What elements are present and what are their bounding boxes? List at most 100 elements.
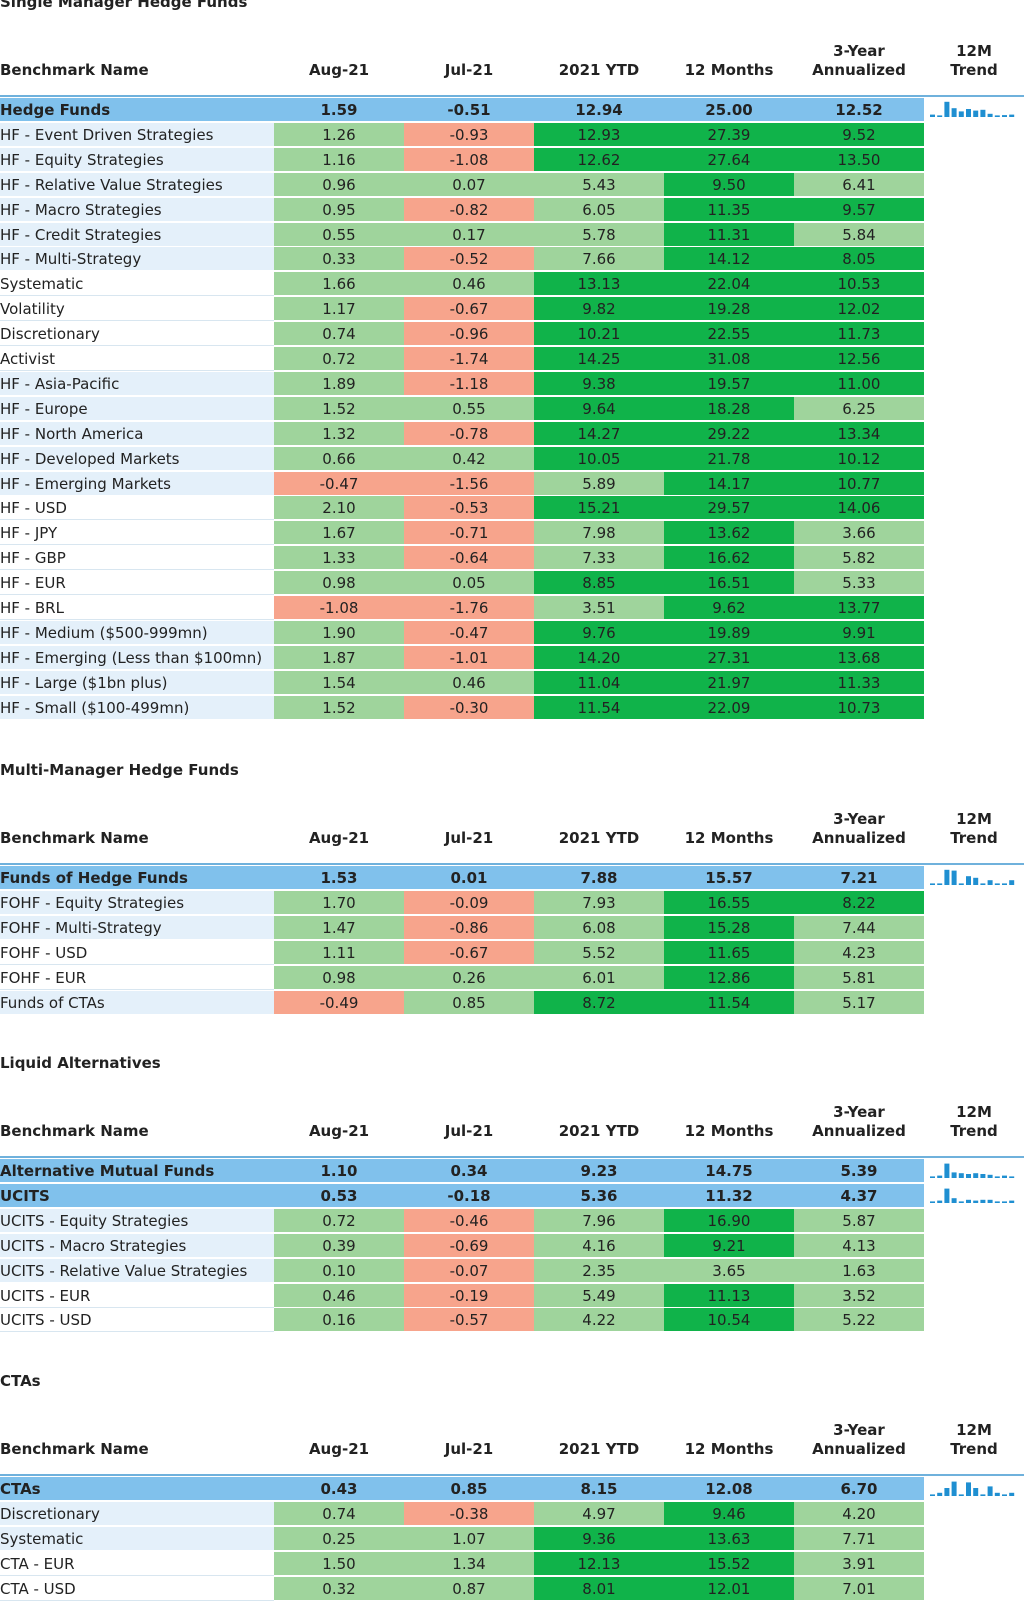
value-cell: 12.08: [664, 1477, 794, 1501]
trend-bar: [930, 1494, 935, 1496]
trend-bar: [937, 1175, 943, 1178]
value-cell: 9.46: [664, 1501, 794, 1526]
value-cell: -1.01: [404, 645, 534, 670]
value-cell: 1.52: [274, 396, 404, 421]
value-cell: -0.71: [404, 521, 534, 546]
benchmark-name: Volatility: [0, 297, 274, 322]
trend-sparkline: [930, 101, 1015, 117]
value-cell: 11.32: [664, 1183, 794, 1208]
trend-cell: [924, 1183, 1024, 1208]
value-cell: 4.22: [534, 1308, 664, 1333]
header-ytd: 2021 YTD: [558, 829, 640, 847]
trend-cell: [924, 1159, 1024, 1183]
header-annualized: Annualized: [812, 1440, 906, 1458]
benchmark-name: HF - USD: [0, 496, 274, 521]
value-cell: 0.25: [274, 1526, 404, 1551]
value-cell: 3.91: [794, 1551, 924, 1576]
trend-bar: [937, 883, 943, 885]
benchmark-name: HF - North America: [0, 421, 274, 446]
value-cell: 21.78: [664, 446, 794, 471]
trend-bar: [987, 880, 993, 885]
header-m12: 12 Months: [684, 61, 774, 79]
value-cell: 7.71: [794, 1526, 924, 1551]
benchmark-name: Systematic: [0, 1526, 274, 1551]
trend-bar: [944, 1488, 950, 1496]
value-cell: -0.57: [404, 1308, 534, 1333]
benchmark-name: FOHF - Equity Strategies: [0, 890, 274, 915]
trend-cell: [924, 1234, 1024, 1258]
header-annualized: Annualized: [812, 1122, 906, 1140]
value-cell: -0.67: [404, 297, 534, 322]
value-cell: 11.73: [794, 322, 924, 347]
benchmark-name: CTAs: [0, 1477, 274, 1501]
value-cell: -1.56: [404, 471, 534, 496]
header-3-year: 3-Year: [833, 1103, 885, 1121]
value-cell: 1.26: [274, 122, 404, 147]
value-cell: 7.88: [534, 866, 664, 890]
header-aug: Aug-21: [308, 1440, 370, 1458]
trend-bar: [944, 1163, 950, 1178]
value-cell: 11.00: [794, 371, 924, 396]
value-cell: 3.66: [794, 521, 924, 546]
trend-cell: [924, 198, 1024, 222]
trend-cell: [924, 247, 1024, 272]
value-cell: -1.18: [404, 371, 534, 396]
table-row: Funds of CTAs -0.49 0.85 8.72 11.54 5.17: [0, 990, 1024, 1015]
value-cell: 0.43: [274, 1477, 404, 1501]
value-cell: 11.31: [664, 222, 794, 247]
value-cell: 5.33: [794, 571, 924, 596]
trend-cell: [924, 671, 1024, 695]
value-cell: -1.08: [404, 147, 534, 172]
header-jul: Jul-21: [444, 829, 494, 847]
table-row: CTAs 0.43 0.85 8.15 12.08 6.70: [0, 1477, 1024, 1501]
value-cell: -0.18: [404, 1183, 534, 1208]
value-cell: 1.89: [274, 371, 404, 396]
trend-bar: [966, 1174, 971, 1178]
trend-bar: [973, 1173, 979, 1178]
trend-bar: [944, 101, 950, 117]
value-cell: 13.62: [664, 521, 794, 546]
trend-cell: [924, 397, 1024, 421]
table-row: HF - Emerging Markets -0.47 -1.56 5.89 14.17…: [0, 471, 1024, 496]
trend-cell: [924, 223, 1024, 247]
value-cell: 11.65: [664, 940, 794, 965]
value-cell: 7.44: [794, 915, 924, 940]
value-cell: 11.13: [664, 1283, 794, 1308]
trend-bar: [973, 1488, 979, 1496]
trend-bar: [994, 1492, 1000, 1496]
benchmark-name: UCITS: [0, 1183, 274, 1208]
value-cell: 6.08: [534, 915, 664, 940]
value-cell: 0.01: [404, 866, 534, 890]
value-cell: 31.08: [664, 347, 794, 371]
value-cell: 6.25: [794, 396, 924, 421]
trend-bar: [966, 876, 971, 885]
header-aug: Aug-21: [308, 61, 370, 79]
value-cell: 9.82: [534, 297, 664, 322]
value-cell: 16.55: [664, 890, 794, 915]
value-cell: 13.68: [794, 645, 924, 670]
value-cell: 4.13: [794, 1233, 924, 1258]
trend-bar: [994, 115, 1000, 117]
trend-cell: [924, 322, 1024, 347]
trend-bar: [987, 1199, 993, 1203]
value-cell: 14.12: [664, 247, 794, 272]
table-row: Discretionary 0.74 -0.96 10.21 22.55 11.73: [0, 322, 1024, 347]
value-cell: 27.64: [664, 147, 794, 172]
value-cell: -0.46: [404, 1208, 534, 1233]
trend-cell: [924, 571, 1024, 596]
table-row: HF - Relative Value Strategies 0.96 0.07 5.…: [0, 172, 1024, 197]
value-cell: 0.10: [274, 1258, 404, 1283]
trend-cell: [924, 1477, 1024, 1501]
value-cell: -0.49: [274, 990, 404, 1015]
table-row: HF - Event Driven Strategies 1.26 -0.93 12.…: [0, 122, 1024, 147]
header-aug: Aug-21: [308, 1122, 370, 1140]
value-cell: 12.52: [794, 98, 924, 122]
trend-cell: [924, 1577, 1024, 1601]
header-benchmark-name: Benchmark Name: [0, 829, 149, 847]
value-cell: 1.90: [274, 620, 404, 645]
trend-bar: [958, 111, 964, 117]
value-cell: 11.33: [794, 670, 924, 695]
header-3-year: 3-Year: [833, 1421, 885, 1439]
value-cell: 5.17: [794, 990, 924, 1015]
benchmark-name: Discretionary: [0, 1501, 274, 1526]
